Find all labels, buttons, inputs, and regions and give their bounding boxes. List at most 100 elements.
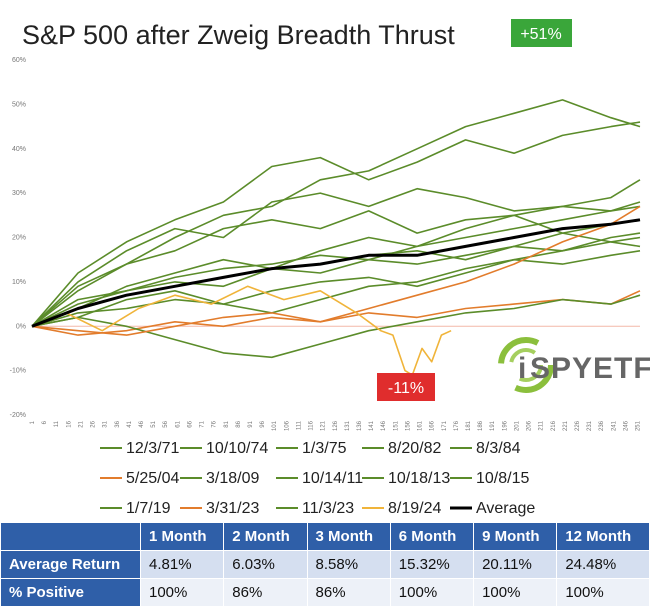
stats-cell: 20.11%	[473, 550, 558, 579]
callout-max-box	[511, 19, 572, 47]
stats-row-label: Average Return	[0, 550, 141, 579]
x-tick-label: 176	[454, 420, 460, 431]
stats-header-cell: 1 Month	[139, 522, 225, 551]
legend-label: 10/14/11	[302, 470, 363, 487]
legend-item: 10/18/13	[362, 470, 450, 487]
x-tick-label: 156	[405, 420, 411, 431]
x-tick-label: 46	[139, 420, 145, 427]
y-tick-label: 0%	[16, 323, 26, 330]
legend-label: 8/3/84	[476, 440, 521, 457]
legend-label: 10/10/74	[206, 440, 268, 457]
callout-min-text: -11%	[388, 380, 424, 397]
series-line-1-3-75	[31, 99, 641, 327]
stats-cell: 100%	[473, 578, 558, 607]
x-tick-label: 91	[248, 420, 254, 427]
x-tick-label: 196	[502, 420, 508, 431]
series-line-10-18-13	[31, 250, 641, 328]
legend-item: 3/18/09	[180, 470, 259, 487]
y-tick-label: 10%	[12, 279, 26, 286]
legend-item: 12/3/71	[100, 440, 179, 457]
legend-label: 12/3/71	[126, 440, 179, 457]
stats-row-label: % Positive	[0, 578, 141, 607]
x-tick-label: 226	[575, 420, 581, 431]
legend-item: 8/3/84	[450, 440, 521, 457]
callout-max: +51%	[511, 19, 572, 47]
legend-label: 3/18/09	[206, 470, 259, 487]
x-tick-label: 151	[393, 420, 399, 431]
logo-prefix: i	[518, 352, 527, 385]
legend-label: 3/31/23	[206, 500, 259, 517]
stats-header-cell: 2 Month	[223, 522, 308, 551]
legend-item: 10/8/15	[450, 470, 529, 487]
x-tick-label: 186	[478, 420, 484, 431]
x-tick-label: 41	[127, 420, 133, 427]
y-tick-label: -10%	[10, 368, 26, 375]
series-line-8-19-24	[31, 285, 452, 376]
stats-header-row: 1 Month 2 Month 3 Month 6 Month 9 Month …	[0, 522, 650, 551]
series-line-average	[31, 218, 641, 328]
x-tick-label: 246	[623, 420, 629, 431]
x-tick-label: 26	[91, 420, 97, 427]
y-tick-label: 40%	[12, 146, 26, 153]
x-tick-label: 146	[381, 420, 387, 431]
legend-item: 8/19/24	[362, 500, 441, 517]
legend-label: 1/7/19	[126, 500, 171, 517]
legend-item: 1/7/19	[100, 500, 171, 517]
legend-item: 10/14/11	[276, 470, 363, 487]
x-tick-label: 6	[42, 420, 48, 424]
stats-cell: 24.48%	[556, 550, 650, 579]
ispyetf-logo: i SPYETF	[498, 337, 650, 393]
x-tick-label: 191	[490, 420, 496, 431]
legend-label: 10/8/15	[476, 470, 529, 487]
y-tick-label: 30%	[12, 190, 26, 197]
stats-cell: 6.03%	[223, 550, 308, 579]
x-tick-label: 21	[78, 420, 84, 427]
stats-cell: 8.58%	[306, 550, 391, 579]
x-tick-label: 31	[103, 420, 109, 427]
legend-item: 5/25/04	[100, 470, 179, 487]
legend-label: 8/20/82	[388, 440, 441, 457]
legend-item: 3/31/23	[180, 500, 259, 517]
stats-cell: 100%	[389, 578, 475, 607]
x-tick-label: 66	[187, 420, 193, 427]
stats-row-average-return: Average Return 4.81% 6.03% 8.58% 15.32% …	[0, 550, 650, 579]
legend-label: Average	[476, 500, 535, 517]
x-tick-label: 136	[357, 420, 363, 431]
legend: 12/3/71 10/10/74 1/3/75 8/20/82 8/3/84 5/25/0…	[100, 440, 535, 517]
x-tick-label: 36	[115, 420, 121, 427]
x-tick-label: 161	[418, 420, 424, 431]
x-tick-label: 206	[527, 420, 533, 431]
x-tick-label: 96	[260, 420, 266, 427]
y-tick-label: 20%	[12, 235, 26, 242]
callout-max-text: +51%	[520, 26, 561, 43]
stats-row-percent-positive: % Positive 100% 86% 86% 100% 100% 100%	[0, 578, 650, 607]
x-tick-label: 86	[236, 420, 242, 427]
x-tick-label: 51	[151, 420, 157, 427]
x-tick-label: 11	[54, 420, 60, 427]
stats-header-cell	[0, 522, 141, 551]
y-axis: 60% 50% 40% 30% 20% 10% 0% -10% -20%	[10, 57, 26, 419]
x-tick-label: 121	[321, 420, 327, 431]
legend-label: 10/18/13	[388, 470, 450, 487]
logo-text: SPYETF	[530, 352, 650, 385]
series-lines	[31, 99, 641, 376]
x-tick-label: 211	[539, 420, 545, 430]
legend-item: 8/20/82	[362, 440, 441, 457]
x-tick-label: 126	[333, 420, 339, 431]
x-tick-label: 111	[296, 420, 302, 430]
y-tick-label: 60%	[12, 57, 26, 64]
legend-item: 10/10/74	[180, 440, 268, 457]
stats-header-cell: 3 Month	[306, 522, 391, 551]
x-tick-label: 16	[66, 420, 72, 427]
logo-ring-icon	[498, 337, 554, 393]
x-tick-label: 221	[563, 420, 569, 431]
x-axis: 1 6 11 16 21 26 31 36 41 46 51 56 61 66 71 76 81 86 91 96 10…	[30, 420, 642, 431]
stats-cell: 15.32%	[389, 550, 475, 579]
x-tick-label: 201	[514, 420, 520, 431]
legend-label: 8/19/24	[388, 500, 441, 517]
series-line-11-3-23	[31, 219, 641, 328]
legend-item: 1/3/75	[276, 440, 347, 457]
x-tick-label: 131	[345, 420, 351, 431]
series-line-3-31-23	[31, 205, 641, 336]
stats-cell: 100%	[139, 578, 225, 607]
